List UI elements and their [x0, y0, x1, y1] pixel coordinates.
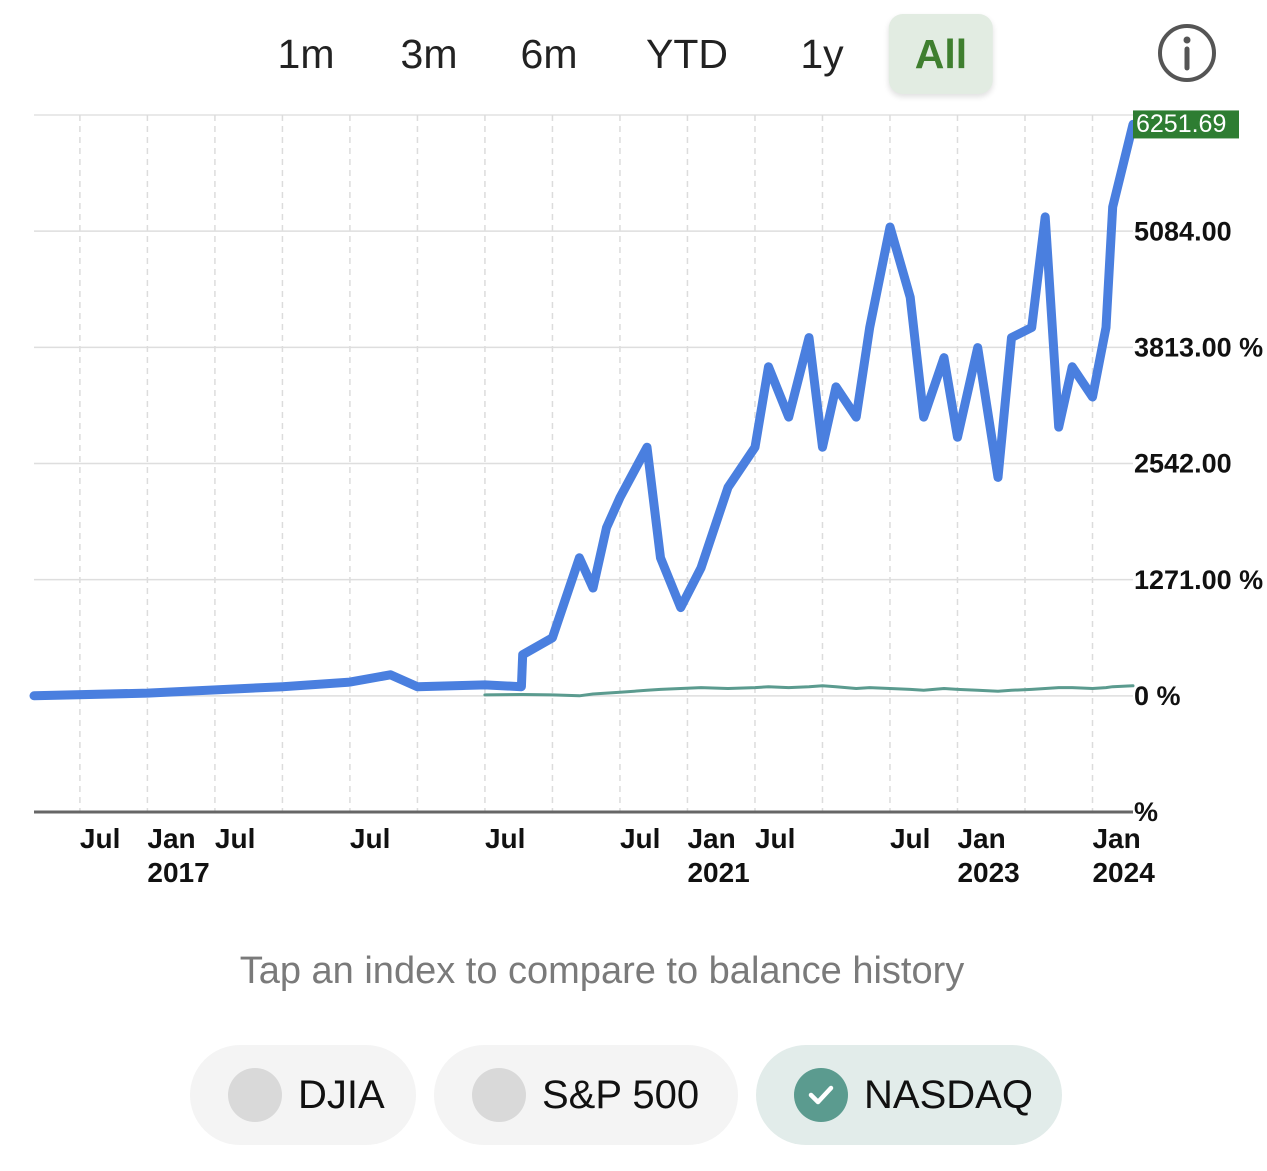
x-tick-label: Jul — [79, 823, 121, 854]
x-tick-label: Jul — [349, 823, 391, 854]
index-label[interactable]: DJIA — [298, 1072, 385, 1117]
hint-text: Tap an index to compare to balance histo… — [239, 950, 965, 992]
index-label[interactable]: NASDAQ — [864, 1072, 1033, 1117]
index-chip[interactable]: S&P 500 — [434, 1045, 738, 1145]
series-line — [483, 684, 1135, 698]
check-icon — [808, 1085, 834, 1105]
range-tab[interactable]: 1y — [800, 31, 844, 77]
y-tick-label: 3813.00 % — [1134, 332, 1263, 362]
x-tick-label: Jan 2021 — [687, 823, 750, 888]
x-tick-label: Jul — [619, 823, 661, 854]
y-tick-label: 1271.00 % — [1134, 565, 1263, 595]
x-tick-label: Jul — [484, 823, 526, 854]
x-tick-label: Jul — [889, 823, 931, 854]
x-tick-label: Jan 2023 — [957, 823, 1020, 888]
range-tab[interactable]: 1m — [277, 31, 335, 77]
x-tick-label: Jul — [754, 823, 796, 854]
info-icon-dot[interactable] — [1183, 36, 1191, 44]
last-value-badge — [1133, 110, 1239, 139]
last-value-label: 6251.69 — [1136, 110, 1226, 138]
info-button[interactable] — [1158, 24, 1216, 82]
range-tab[interactable]: All — [888, 14, 994, 94]
y-tick-label: % — [1134, 797, 1158, 827]
info-icon[interactable] — [1158, 24, 1216, 82]
index-checkbox[interactable] — [472, 1068, 526, 1122]
index-checkbox[interactable] — [794, 1068, 848, 1122]
check-mark — [808, 1085, 834, 1105]
x-tick-label: Jan 2017 — [147, 823, 210, 888]
y-tick-label: 0 % — [1134, 681, 1181, 711]
range-tab[interactable]: 3m — [400, 31, 458, 77]
index-label[interactable]: S&P 500 — [542, 1072, 700, 1117]
series-line — [29, 119, 1138, 701]
x-tick-label: Jul — [214, 823, 256, 854]
index-checkbox[interactable] — [228, 1068, 282, 1122]
y-tick-label: 2542.00 — [1134, 449, 1232, 479]
range-tab[interactable]: YTD — [646, 31, 728, 77]
x-tick-label: Jan 2024 — [1092, 823, 1155, 888]
index-chip[interactable]: NASDAQ — [756, 1045, 1062, 1145]
y-tick-label: 5084.00 — [1134, 216, 1232, 246]
index-chip[interactable]: DJIA — [190, 1045, 416, 1145]
range-tab[interactable]: 6m — [520, 31, 578, 77]
